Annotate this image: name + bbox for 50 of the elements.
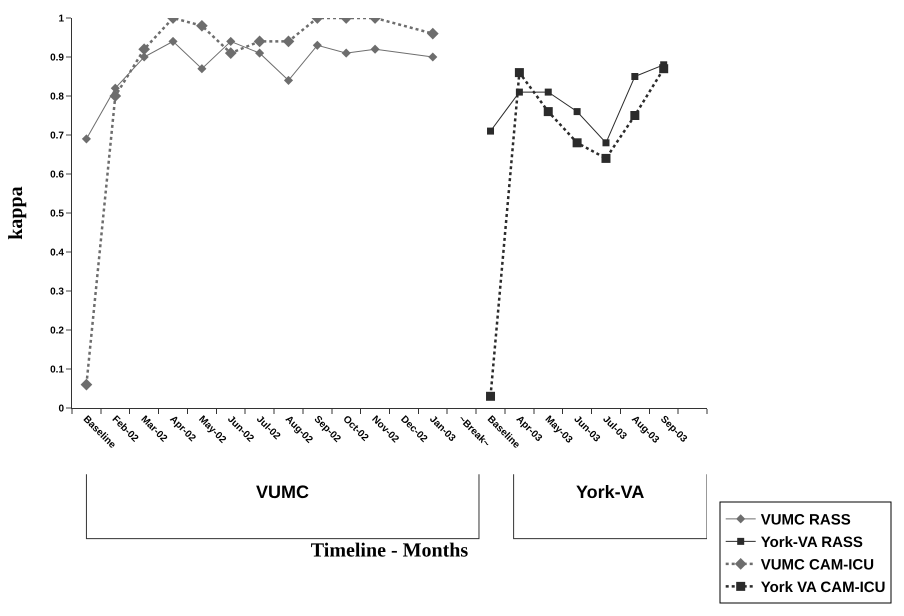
legend-label: VUMC CAM-ICU [760, 556, 874, 574]
point [224, 47, 237, 59]
point [342, 48, 351, 58]
point [601, 154, 610, 163]
y-tick-label: 0.7 [50, 130, 64, 142]
point [226, 36, 236, 46]
y-tick-label: 0.2 [50, 326, 64, 336]
y-tick-label: 0.5 [50, 208, 64, 220]
y-tick-label: 0.9 [50, 52, 64, 64]
point [284, 76, 294, 85]
point [631, 73, 638, 80]
y-tick-label: 1 [58, 14, 64, 24]
point [544, 107, 553, 116]
point [487, 128, 494, 135]
point [282, 36, 294, 48]
legend-label: York VA CAM-ICU [760, 579, 886, 596]
point [544, 88, 552, 96]
point [428, 52, 438, 62]
legend-label: York-VA RASS [760, 534, 863, 552]
y-tick-label: 0.8 [50, 92, 64, 102]
point [574, 108, 581, 116]
y-tick-label: 0.6 [50, 170, 64, 180]
point [255, 48, 264, 58]
y-tick-label: 0.1 [50, 364, 64, 376]
y-tick-label: 0.3 [50, 286, 64, 298]
point [196, 20, 208, 32]
y-tick-label: 0 [58, 404, 64, 414]
point [197, 64, 206, 74]
point [426, 28, 439, 40]
point [514, 68, 524, 78]
x-axis-title: Timeline - Months [310, 540, 468, 562]
legend-label: VUMC RASS [760, 512, 851, 529]
y-axis-title: kappa [5, 186, 27, 240]
point [109, 90, 122, 102]
point [516, 88, 523, 96]
point [138, 43, 150, 56]
point [370, 44, 380, 54]
point [254, 36, 266, 48]
point [140, 52, 149, 62]
point [630, 111, 640, 120]
point [82, 134, 91, 144]
point [168, 36, 178, 46]
y-tick-label: 0.4 [50, 248, 64, 258]
point [486, 392, 496, 401]
point [572, 138, 582, 148]
point [312, 40, 322, 50]
point [80, 378, 92, 390]
text: York-VA [576, 482, 644, 502]
text: VUMC [256, 482, 309, 502]
point [602, 139, 610, 146]
